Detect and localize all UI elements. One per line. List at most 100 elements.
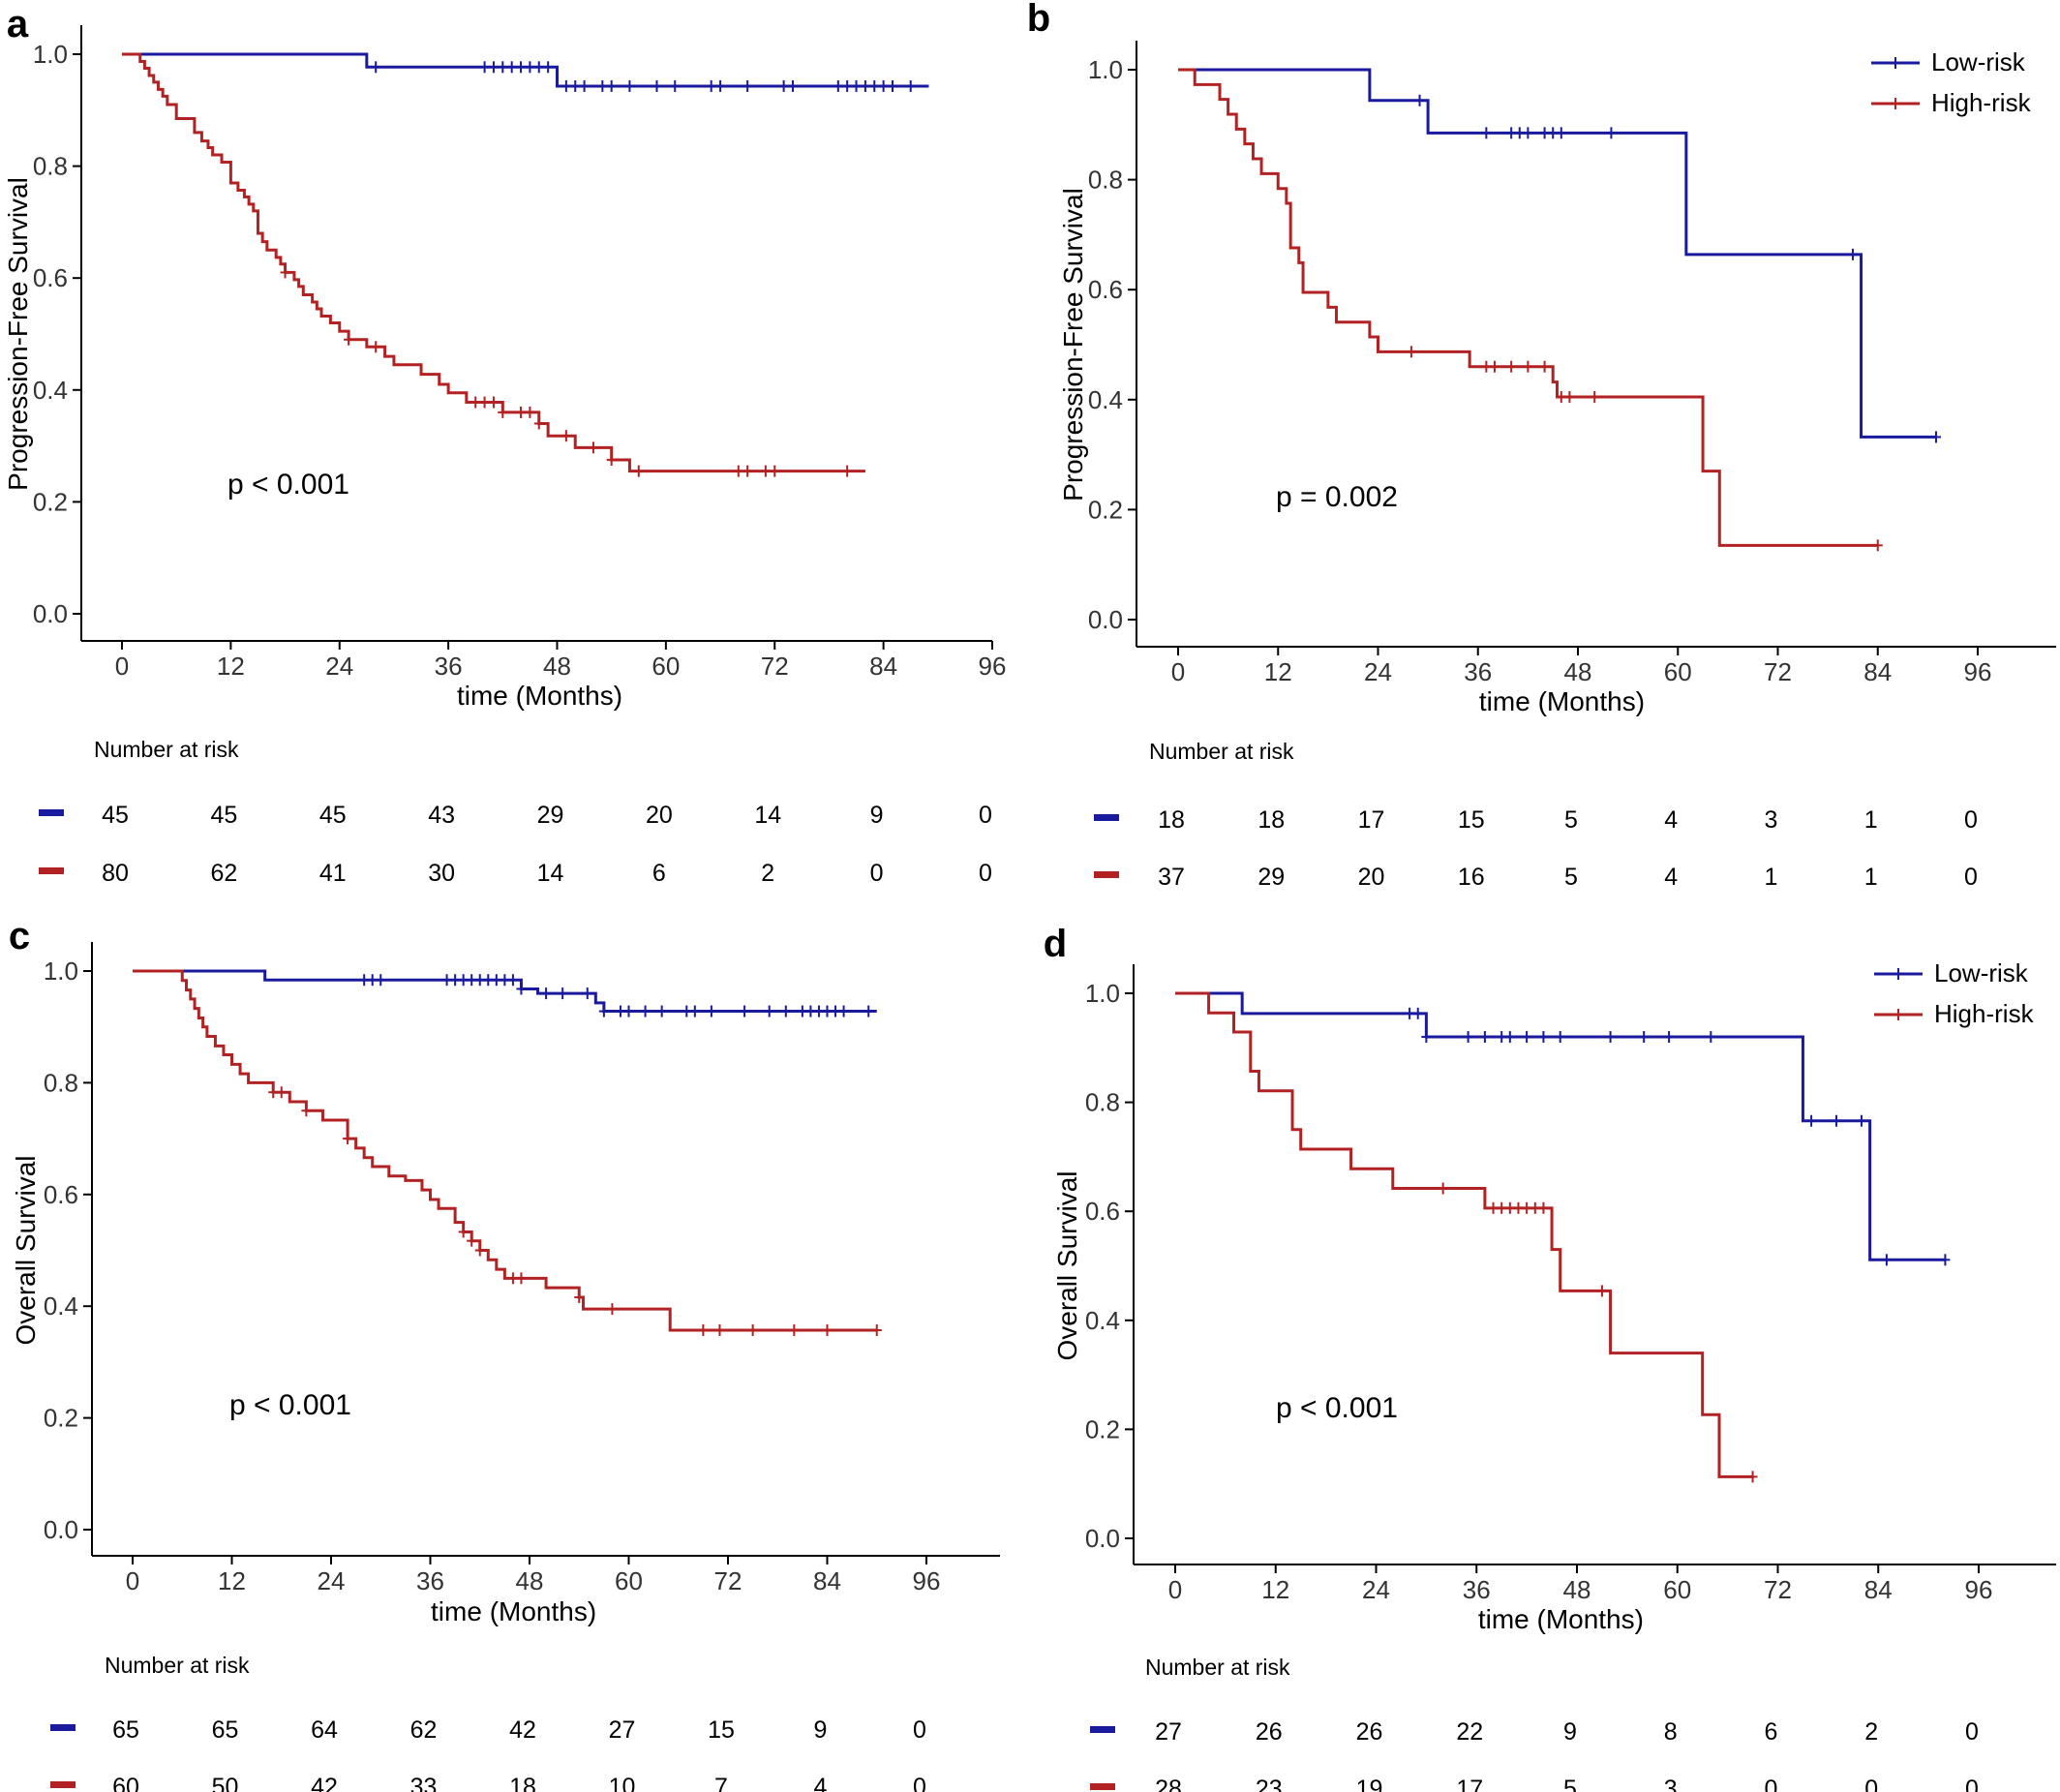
x-tick-label: 24 [318, 1566, 346, 1595]
panel-label: a [7, 3, 29, 46]
risk-count-high: 17 [1456, 1776, 1483, 1792]
x-tick-label: 0 [1171, 657, 1185, 686]
risk-row-marker-low [1090, 1726, 1115, 1733]
panel-label: b [1027, 0, 1050, 40]
x-axis-title: time (Months) [1479, 686, 1645, 716]
p-value-label: p < 0.001 [1276, 1392, 1398, 1424]
x-tick-label: 48 [516, 1566, 544, 1595]
x-tick-label: 0 [126, 1566, 139, 1595]
x-axis-title: time (Months) [431, 1596, 596, 1626]
risk-row-marker-high [39, 867, 64, 874]
risk-count-high: 80 [102, 860, 129, 887]
x-tick-label: 84 [1864, 1575, 1893, 1604]
y-axis-title: Progression-Free Survival [1058, 188, 1088, 501]
x-tick-label: 96 [1964, 657, 1992, 686]
risk-count-high: 0 [1965, 1776, 1979, 1792]
risk-count-low: 6 [1765, 1718, 1778, 1746]
x-tick-label: 12 [218, 1566, 246, 1595]
y-tick-label: 0.6 [44, 1180, 78, 1209]
risk-count-low: 4 [1664, 806, 1678, 834]
x-tick-label: 60 [1663, 1575, 1691, 1604]
risk-count-low: 65 [112, 1716, 139, 1744]
risk-count-high: 4 [814, 1774, 828, 1792]
risk-count-low: 1 [1864, 806, 1878, 834]
risk-count-low: 26 [1256, 1718, 1283, 1746]
y-axis-title: Overall Survival [1052, 1170, 1082, 1360]
x-tick-label: 48 [1563, 1575, 1591, 1604]
risk-row-marker-low [1094, 814, 1119, 821]
risk-row-marker-high [1094, 871, 1119, 878]
y-tick-label: 0.2 [33, 487, 68, 516]
risk-count-high: 16 [1458, 864, 1485, 891]
risk-count-high: 60 [112, 1774, 139, 1792]
x-tick-label: 84 [1863, 657, 1892, 686]
p-value-label: p < 0.001 [229, 1389, 351, 1421]
y-tick-label: 0.8 [44, 1068, 78, 1097]
x-tick-label: 60 [615, 1566, 643, 1595]
x-tick-label: 72 [1764, 1575, 1792, 1604]
x-tick-label: 12 [1261, 1575, 1289, 1604]
risk-count-high: 62 [210, 860, 237, 887]
p-value-label: p < 0.001 [227, 469, 349, 501]
risk-count-high: 0 [913, 1774, 926, 1792]
y-tick-label: 0.6 [1085, 1197, 1120, 1226]
x-tick-label: 12 [217, 652, 245, 681]
x-tick-label: 60 [1664, 657, 1692, 686]
risk-row-marker-low [39, 809, 64, 816]
risk-count-high: 3 [1664, 1776, 1678, 1792]
y-tick-label: 1.0 [44, 957, 78, 986]
risk-count-low: 15 [1458, 806, 1485, 834]
risk-count-high: 37 [1158, 864, 1185, 891]
x-tick-label: 96 [913, 1566, 941, 1595]
risk-row-marker-high [1090, 1783, 1115, 1790]
legend-label-high: High-risk [1931, 88, 2032, 117]
x-tick-label: 72 [761, 652, 789, 681]
survival-curve-low [133, 969, 877, 1014]
risk-count-low: 17 [1358, 806, 1385, 834]
risk-count-high: 7 [714, 1774, 728, 1792]
risk-count-low: 45 [319, 802, 347, 829]
risk-count-high: 23 [1256, 1776, 1283, 1792]
y-tick-label: 0.4 [1085, 1306, 1120, 1335]
risk-count-low: 18 [1158, 806, 1185, 834]
y-tick-label: 0.0 [1085, 1524, 1120, 1553]
risk-count-low: 26 [1356, 1718, 1383, 1746]
y-tick-label: 0.2 [1085, 1414, 1120, 1443]
y-axis-title: Progression-Free Survival [3, 177, 33, 491]
y-tick-label: 0.4 [33, 376, 68, 405]
survival-curve-low [122, 52, 929, 88]
risk-count-low: 45 [210, 802, 237, 829]
risk-count-high: 30 [428, 860, 455, 887]
y-tick-label: 0.8 [1085, 1088, 1120, 1117]
risk-count-high: 2 [761, 860, 774, 887]
risk-count-low: 5 [1564, 806, 1578, 834]
risk-row-marker-low [50, 1724, 76, 1731]
risk-table-title: Number at risk [105, 1653, 250, 1678]
y-tick-label: 0.8 [33, 152, 68, 181]
y-tick-label: 1.0 [33, 40, 68, 69]
risk-count-high: 20 [1358, 864, 1385, 891]
risk-count-high: 28 [1155, 1776, 1182, 1792]
risk-count-low: 2 [1864, 1718, 1878, 1746]
risk-count-high: 0 [1765, 1776, 1778, 1792]
survival-curve-high [133, 969, 877, 1332]
x-tick-label: 24 [1364, 657, 1392, 686]
risk-count-low: 0 [979, 802, 992, 829]
x-axis-title: time (Months) [457, 681, 622, 711]
y-tick-label: 0.0 [33, 599, 68, 628]
x-tick-label: 96 [979, 652, 1007, 681]
risk-count-low: 62 [410, 1716, 438, 1744]
x-tick-label: 24 [325, 652, 353, 681]
risk-count-high: 0 [1864, 1776, 1878, 1792]
risk-count-low: 8 [1664, 1718, 1678, 1746]
y-tick-label: 0.2 [44, 1404, 78, 1433]
risk-count-low: 3 [1765, 806, 1778, 834]
x-tick-label: 0 [1168, 1575, 1182, 1604]
risk-table-title: Number at risk [1149, 739, 1294, 764]
risk-count-low: 65 [212, 1716, 239, 1744]
risk-count-low: 27 [609, 1716, 636, 1744]
panel-label: d [1044, 923, 1067, 965]
risk-count-high: 0 [1964, 864, 1978, 891]
risk-count-low: 9 [1563, 1718, 1577, 1746]
